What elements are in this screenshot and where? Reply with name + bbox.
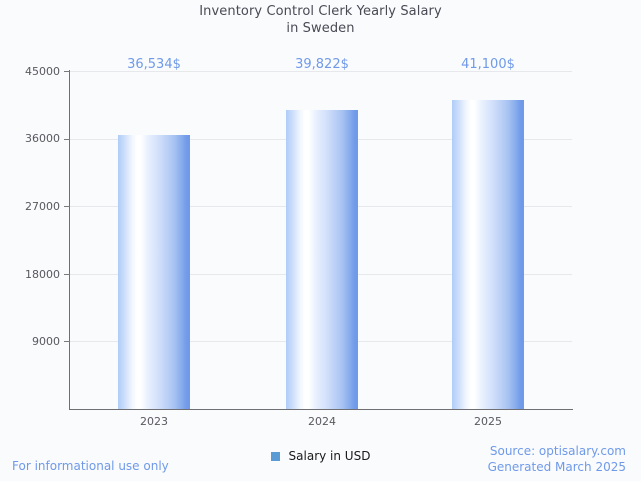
footnote-disclaimer: For informational use only — [12, 459, 169, 473]
y-tick-label-36000: 36000 — [25, 132, 60, 145]
tick-mark-27000 — [64, 206, 70, 208]
x-axis-line — [69, 409, 573, 410]
y-tick-label-45000: 45000 — [25, 65, 60, 78]
x-tick-label-2023: 2023 — [140, 415, 168, 428]
chart-legend: Salary in USD — [0, 450, 641, 463]
y-tick-label-18000: 18000 — [25, 268, 60, 281]
chart-title: Inventory Control Clerk Yearly Salary in… — [0, 3, 641, 37]
gridline-45000 — [70, 71, 572, 72]
legend-swatch-salary-in-usd — [270, 452, 280, 461]
plot-area — [64, 71, 572, 409]
chart-title-line-2: in Sweden — [286, 21, 355, 36]
bar-2024[interactable] — [286, 109, 358, 409]
y-tick-label-9000: 9000 — [32, 335, 60, 348]
legend-label-salary-in-usd: Salary in USD — [288, 449, 371, 463]
x-tick-label-2024: 2024 — [308, 415, 336, 428]
tick-mark-36000 — [64, 138, 70, 140]
x-tick-label-2025: 2025 — [474, 415, 502, 428]
bar-value-label-2025: 41,100$ — [461, 57, 515, 72]
tick-mark-45000 — [64, 71, 70, 72]
footnote-source: Source: optisalary.com Generated March 2… — [488, 443, 626, 475]
footnote-source-line: Source: optisalary.com — [489, 444, 626, 458]
chart-title-line-1: Inventory Control Clerk Yearly Salary — [199, 4, 442, 19]
bar-value-label-2024: 39,822$ — [295, 57, 349, 72]
footnote-generated-line: Generated March 2025 — [487, 460, 626, 474]
tick-mark-18000 — [64, 273, 70, 275]
bar-value-label-2023: 36,534$ — [127, 57, 181, 72]
tick-mark-9000 — [64, 341, 70, 343]
y-axis-line — [69, 70, 70, 410]
bar-2025[interactable] — [452, 100, 524, 409]
bar-2023[interactable] — [118, 134, 190, 409]
y-tick-label-27000: 27000 — [25, 200, 60, 213]
